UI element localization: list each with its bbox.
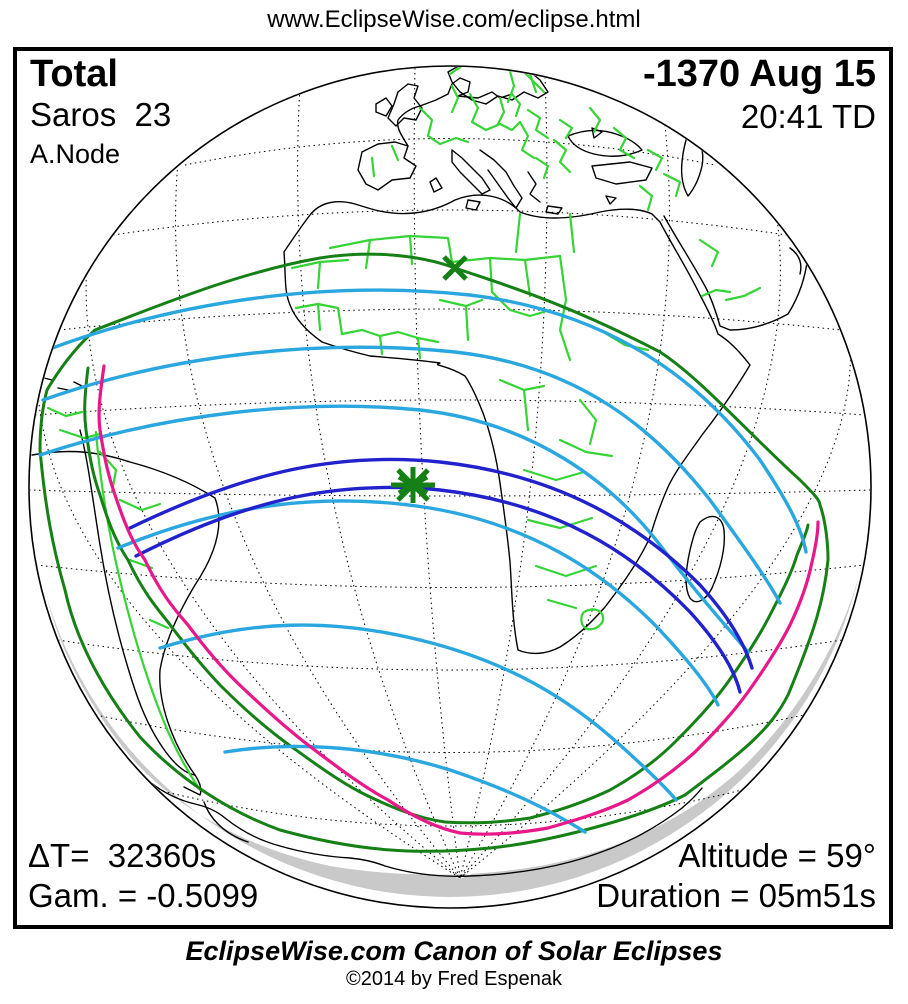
gamma-label: Gam. = -0.5099 bbox=[28, 877, 259, 914]
africa-coast bbox=[283, 194, 751, 655]
altitude-label: Altitude = 59° bbox=[678, 837, 876, 874]
eclipse-type-label: Total bbox=[30, 53, 118, 95]
balkans-coast bbox=[479, 149, 523, 209]
eclipse-time-label: 20:41 TD bbox=[740, 98, 876, 135]
node-label: A.Node bbox=[30, 139, 121, 169]
antarctica-coast bbox=[149, 781, 703, 877]
magnitude-contours bbox=[38, 288, 808, 834]
arabia-coast bbox=[663, 215, 809, 331]
black-sea bbox=[567, 129, 643, 157]
page-url-header: www.EclipseWise.com/eclipse.html bbox=[267, 6, 641, 33]
uk-coast bbox=[387, 83, 423, 127]
footer-title: EclipseWise.com Canon of Solar Eclipses bbox=[185, 936, 723, 966]
lesotho-border-ring bbox=[580, 608, 605, 631]
night-shading bbox=[47, 552, 864, 897]
iberia-coast bbox=[357, 141, 417, 191]
italy-coast bbox=[451, 149, 491, 195]
ireland-coast bbox=[375, 97, 393, 117]
scandinavia-coast bbox=[447, 67, 549, 105]
delta-t-label: ΔT= 32360s bbox=[28, 837, 217, 874]
saros-label: Saros 23 bbox=[30, 96, 172, 133]
map-frame bbox=[13, 47, 893, 929]
central-path bbox=[128, 457, 754, 694]
madagascar-coast bbox=[685, 515, 726, 603]
subsolar-point-marker bbox=[442, 255, 468, 281]
greatest-eclipse-marker bbox=[391, 467, 435, 503]
caspian-sea bbox=[680, 129, 704, 197]
duration-label: Duration = 05m51s bbox=[596, 877, 876, 914]
terminator-rays bbox=[299, 763, 707, 879]
west-europe-coast bbox=[396, 77, 513, 147]
andes-border bbox=[94, 430, 202, 792]
anatolia-coast bbox=[591, 161, 653, 185]
south-america-coast bbox=[31, 429, 220, 776]
globe bbox=[28, 65, 872, 909]
eclipse-date-label: -1370 Aug 15 bbox=[642, 53, 876, 95]
sunrise-sunset-curve bbox=[97, 364, 820, 836]
footer-copyright: ©2014 by Fred Espenak bbox=[346, 968, 562, 990]
